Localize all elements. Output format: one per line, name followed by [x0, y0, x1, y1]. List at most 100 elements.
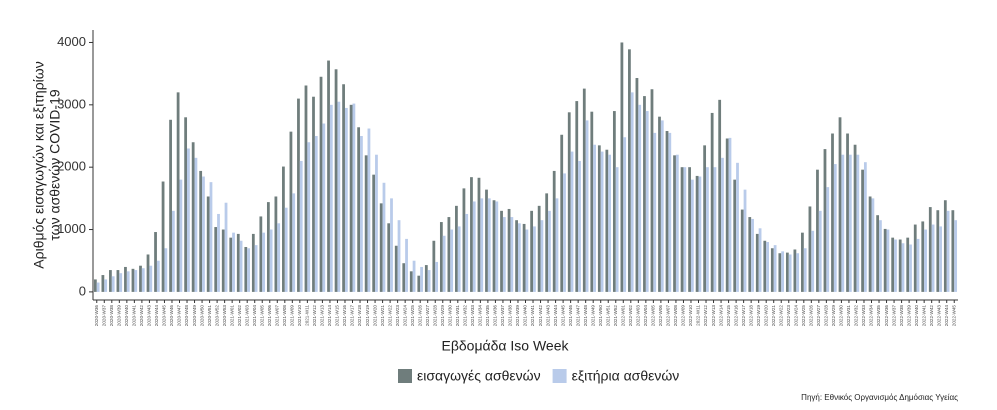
bar	[778, 253, 782, 292]
bar	[179, 179, 183, 292]
bar	[831, 133, 834, 292]
x-tick-label: 2021-W39	[515, 305, 520, 327]
bar	[638, 104, 642, 292]
bar	[277, 223, 281, 292]
x-tick-label: 2022-W22	[778, 305, 783, 327]
bar	[307, 142, 311, 292]
bar	[334, 69, 338, 292]
bar	[650, 89, 654, 292]
bar	[590, 111, 594, 292]
bar	[848, 154, 852, 292]
bar	[906, 237, 910, 292]
bar	[244, 246, 248, 292]
bar	[582, 88, 586, 292]
bar	[447, 217, 451, 292]
x-tick-label: 2022-W26	[809, 305, 814, 327]
x-tick-label: 2022-W40	[914, 305, 919, 327]
bar	[883, 228, 887, 292]
bar	[894, 239, 897, 292]
bar	[525, 229, 529, 292]
bar	[247, 248, 250, 292]
x-tick-label: 2022-W17	[741, 305, 746, 327]
bar	[96, 282, 100, 292]
bar	[409, 271, 413, 292]
bar	[658, 116, 661, 292]
bar	[480, 198, 484, 292]
bar	[718, 99, 722, 292]
x-tick-label: 2022-W25	[801, 305, 806, 327]
bar	[111, 276, 115, 292]
bar	[124, 266, 127, 292]
bar	[868, 196, 872, 292]
y-tick-label: 1000	[57, 221, 86, 236]
x-tick-label: 2022-W10	[688, 305, 693, 327]
x-tick-label: 2020-W52	[214, 305, 219, 327]
bar	[349, 104, 353, 292]
bar	[698, 176, 702, 292]
bar	[502, 217, 506, 292]
x-tick-label: 2022-W18	[748, 305, 753, 327]
bar	[206, 196, 210, 292]
bar	[221, 229, 225, 292]
x-tick-label: 2020-W40	[124, 305, 129, 327]
legend-label: εξιτήρια ασθενών	[572, 368, 680, 384]
bar	[939, 226, 942, 292]
x-tick-label: 2022-W27	[816, 305, 821, 327]
bar	[470, 177, 473, 292]
bar	[740, 209, 744, 292]
bar	[863, 162, 867, 292]
x-tick-label: 2021-W48	[583, 305, 588, 327]
bar	[763, 240, 767, 292]
x-tick-label: 2021-W08	[282, 305, 287, 327]
bar	[803, 248, 807, 292]
bar	[510, 217, 514, 292]
x-tick-label: 2021-W01	[229, 305, 234, 327]
bar	[816, 169, 819, 292]
bar	[495, 201, 499, 292]
x-tick-label: 2022-W09	[681, 305, 686, 327]
bar	[755, 233, 759, 292]
bar	[259, 216, 263, 292]
bar	[680, 167, 684, 292]
bar	[209, 182, 213, 292]
x-tick-label: 2022-W31	[846, 305, 851, 327]
bar	[853, 144, 857, 292]
bar	[575, 101, 579, 292]
bar	[545, 193, 549, 292]
bar	[457, 226, 461, 292]
bar	[623, 137, 627, 292]
legend-label: εισαγωγές ασθενών	[417, 368, 541, 384]
bar	[931, 224, 935, 292]
x-tick-label: 2021-W09	[290, 305, 295, 327]
bar	[116, 270, 120, 292]
bar	[552, 170, 556, 292]
bar	[560, 134, 564, 292]
bar	[299, 160, 303, 292]
x-tick-label: 2022-W19	[756, 305, 761, 327]
bar	[928, 207, 932, 292]
bar	[304, 85, 308, 292]
x-tick-label: 2022-W29	[831, 305, 836, 327]
x-tick-label: 2022-W16	[733, 305, 738, 327]
bar	[695, 175, 699, 292]
x-tick-label: 2021-W16	[342, 305, 347, 327]
x-tick-label: 2022-W42	[929, 305, 934, 327]
x-tick-label: 2021-W23	[395, 305, 400, 327]
bar	[943, 200, 947, 292]
x-tick-label: 2021-W22	[387, 305, 392, 327]
x-tick-label: 2020-W42	[139, 305, 144, 327]
bar	[555, 198, 559, 292]
bar	[515, 220, 518, 292]
bar	[801, 232, 804, 292]
x-tick-label: 2021-W06	[267, 305, 272, 327]
bar	[924, 229, 927, 292]
x-tick-label: 2022-W30	[839, 305, 844, 327]
bar	[382, 182, 386, 292]
bar	[823, 149, 827, 292]
x-tick-label: 2021-W44	[553, 305, 558, 327]
bar	[297, 98, 300, 292]
bar	[394, 245, 398, 292]
x-tick-label: 2022-W05	[651, 305, 656, 327]
x-tick-label: 2022-W28	[824, 305, 829, 327]
